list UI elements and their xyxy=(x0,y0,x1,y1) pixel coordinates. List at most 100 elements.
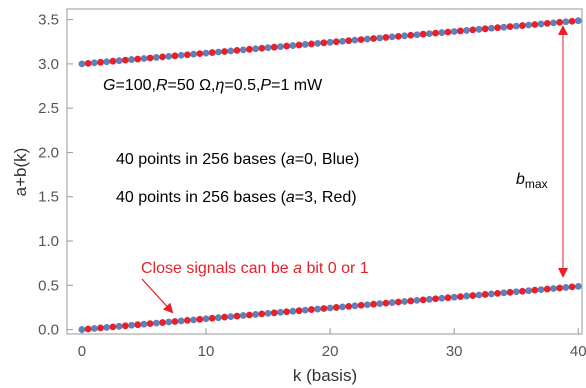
data-point xyxy=(450,28,458,35)
plot-frame xyxy=(66,8,583,335)
data-point xyxy=(401,298,408,305)
data-point xyxy=(109,57,117,65)
data-point xyxy=(140,320,148,328)
data-point xyxy=(469,26,477,34)
data-point xyxy=(246,45,253,53)
data-point xyxy=(339,37,346,45)
data-point xyxy=(128,56,135,63)
data-point xyxy=(519,287,526,295)
data-point xyxy=(140,55,148,62)
data-point xyxy=(190,316,197,324)
x-tick-label: 30 xyxy=(446,343,463,360)
data-point xyxy=(152,319,160,327)
data-point xyxy=(574,17,582,25)
data-point xyxy=(450,293,458,301)
data-point xyxy=(531,286,539,294)
data-point xyxy=(438,29,446,36)
data-point xyxy=(84,325,92,333)
data-point xyxy=(121,322,129,330)
data-point xyxy=(550,285,557,292)
data-point xyxy=(339,303,346,311)
x-tick-label: 20 xyxy=(322,343,339,360)
data-point xyxy=(562,18,570,26)
data-point xyxy=(556,18,564,26)
data-point xyxy=(562,284,570,291)
data-point xyxy=(109,323,117,331)
data-point xyxy=(115,322,123,330)
close-signals-annotation: Close signals can be a bit 0 or 1 xyxy=(141,260,369,277)
data-point xyxy=(301,306,309,314)
data-point xyxy=(78,326,86,333)
data-point xyxy=(506,288,514,296)
data-point xyxy=(351,36,359,44)
data-point xyxy=(208,49,216,56)
data-point xyxy=(568,17,576,25)
data-point xyxy=(270,43,278,51)
data-point xyxy=(394,298,402,306)
data-point xyxy=(363,301,371,309)
data-point xyxy=(382,299,390,307)
x-tick-label: 40 xyxy=(570,343,586,360)
data-point xyxy=(481,291,489,298)
data-point xyxy=(295,307,303,315)
y-tick-label: 1.0 xyxy=(38,233,59,250)
data-point xyxy=(202,49,210,57)
data-point xyxy=(332,304,340,311)
data-point xyxy=(525,287,533,295)
data-point xyxy=(388,299,396,306)
data-point xyxy=(214,48,222,56)
data-point xyxy=(308,306,315,313)
data-point xyxy=(183,51,191,59)
data-point xyxy=(227,313,235,321)
data-point xyxy=(488,290,495,298)
y-tick-label: 3.0 xyxy=(38,56,59,73)
data-point xyxy=(525,21,533,29)
data-point xyxy=(258,310,266,318)
data-point xyxy=(512,288,520,296)
data-point xyxy=(246,311,253,319)
data-point xyxy=(258,44,266,52)
data-point xyxy=(121,56,129,64)
data-point xyxy=(432,29,439,37)
data-point xyxy=(239,46,247,54)
data-point xyxy=(90,325,98,332)
data-point xyxy=(320,305,328,312)
data-point xyxy=(456,27,464,35)
data-point xyxy=(289,42,297,49)
x-axis-label: k (basis) xyxy=(293,366,357,385)
data-point xyxy=(103,324,111,331)
data-point xyxy=(165,52,173,60)
data-point xyxy=(357,36,365,43)
data-point xyxy=(165,318,173,326)
data-point xyxy=(326,304,334,312)
data-point xyxy=(388,33,396,41)
data-point xyxy=(196,50,204,58)
data-point xyxy=(308,40,315,48)
data-point xyxy=(382,34,390,41)
x-tick-label: 0 xyxy=(78,343,86,360)
data-point xyxy=(283,42,291,50)
data-point xyxy=(438,294,446,302)
data-point xyxy=(146,54,154,62)
data-point xyxy=(419,296,427,304)
data-point xyxy=(481,25,489,33)
data-point xyxy=(407,31,415,39)
data-point xyxy=(413,297,421,304)
data-point xyxy=(277,43,284,51)
data-point xyxy=(512,22,520,30)
x-axis-ticks: 0 10 20 30 40 xyxy=(78,328,586,360)
data-point xyxy=(425,295,433,303)
data-point xyxy=(463,292,470,300)
data-point xyxy=(171,318,179,325)
params-annotation: G=100,R=50 Ω,η=0.5,P=1 mW xyxy=(103,77,323,94)
data-point xyxy=(177,317,185,325)
blue-series-annotation: 40 points in 256 bases (a=0, Blue) xyxy=(116,151,359,168)
data-point xyxy=(370,300,377,308)
data-point xyxy=(277,308,284,316)
data-point xyxy=(326,38,334,46)
data-point xyxy=(233,312,241,320)
y-tick-label: 2.0 xyxy=(38,144,59,161)
data-point xyxy=(543,19,551,27)
data-point xyxy=(357,301,365,309)
data-point xyxy=(128,321,135,329)
